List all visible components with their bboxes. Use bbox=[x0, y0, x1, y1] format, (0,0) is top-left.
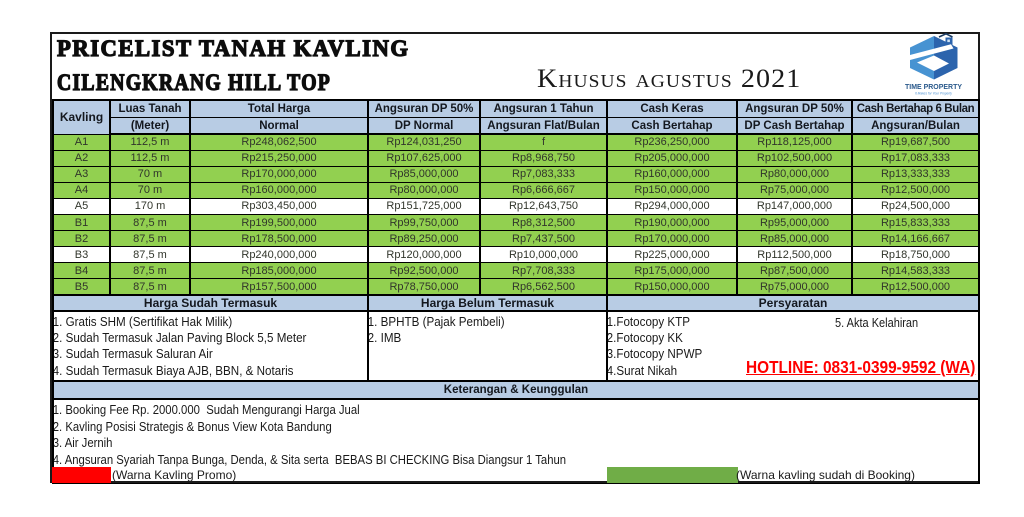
svg-text:TIME PROPERTY: TIME PROPERTY bbox=[905, 82, 962, 91]
svg-text:It Makes for Your Property: It Makes for Your Property bbox=[915, 91, 953, 96]
